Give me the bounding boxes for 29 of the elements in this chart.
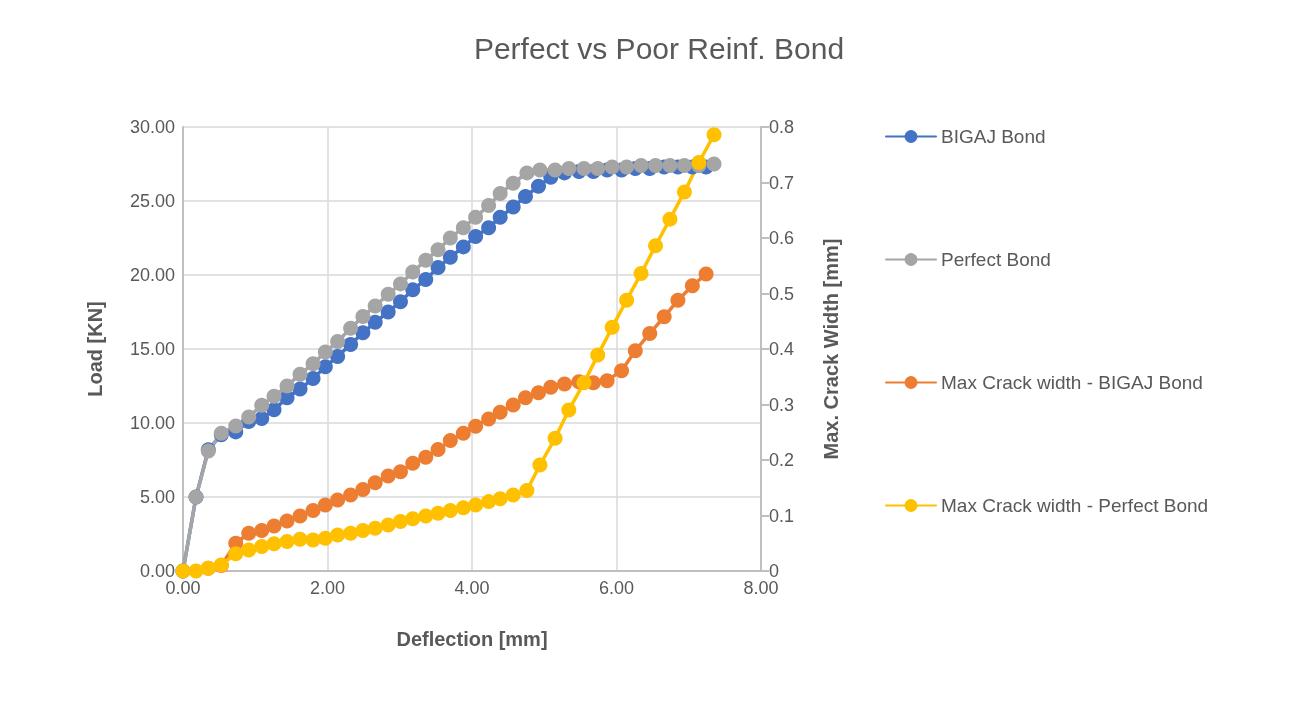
legend-label: BIGAJ Bond	[941, 126, 1046, 147]
y-tick-label: 5.00	[139, 487, 175, 507]
y2-tick-label: 0.3	[769, 394, 795, 415]
x-tick-label: 0.00	[165, 578, 201, 598]
y2-tick-label: 0.4	[769, 339, 795, 359]
y2-tick-label: 0.2	[769, 450, 795, 470]
y-tick-label: 30.00	[129, 117, 175, 137]
y2-axis-title: Max. Crack Width [mm]	[820, 238, 842, 460]
y2-tick-label: 0	[769, 561, 780, 581]
y-tick-label: 20.00	[129, 265, 175, 285]
y2-tick-label: 0.6	[769, 228, 795, 248]
y-tick-label: 15.00	[129, 339, 175, 359]
y2-tick-label: 0.5	[769, 283, 795, 304]
x-tick-label: 4.00	[454, 578, 490, 598]
y-tick-label: 0.00	[139, 561, 175, 581]
x-tick-label: 2.00	[309, 578, 346, 598]
y-axis-title: Load [KN]	[84, 301, 106, 397]
legend-label: Perfect Bond	[941, 249, 1051, 270]
x-axis-title: Deflection [mm]	[396, 628, 548, 650]
legend-label: Max Crack width - BIGAJ Bond	[941, 372, 1203, 393]
y2-tick-label: 0.7	[769, 172, 795, 193]
y2-tick-label: 0.1	[769, 505, 795, 526]
chart-title: Perfect vs Poor Reinf. Bond	[473, 31, 845, 65]
y-tick-label: 25.00	[129, 191, 175, 211]
y-tick-label: 10.00	[129, 413, 175, 433]
x-tick-label: 8.00	[743, 578, 779, 598]
legend-label: Max Crack width - Perfect Bond	[941, 495, 1209, 516]
x-tick-label: 6.00	[598, 578, 635, 598]
y2-tick-label: 0.8	[769, 117, 795, 137]
